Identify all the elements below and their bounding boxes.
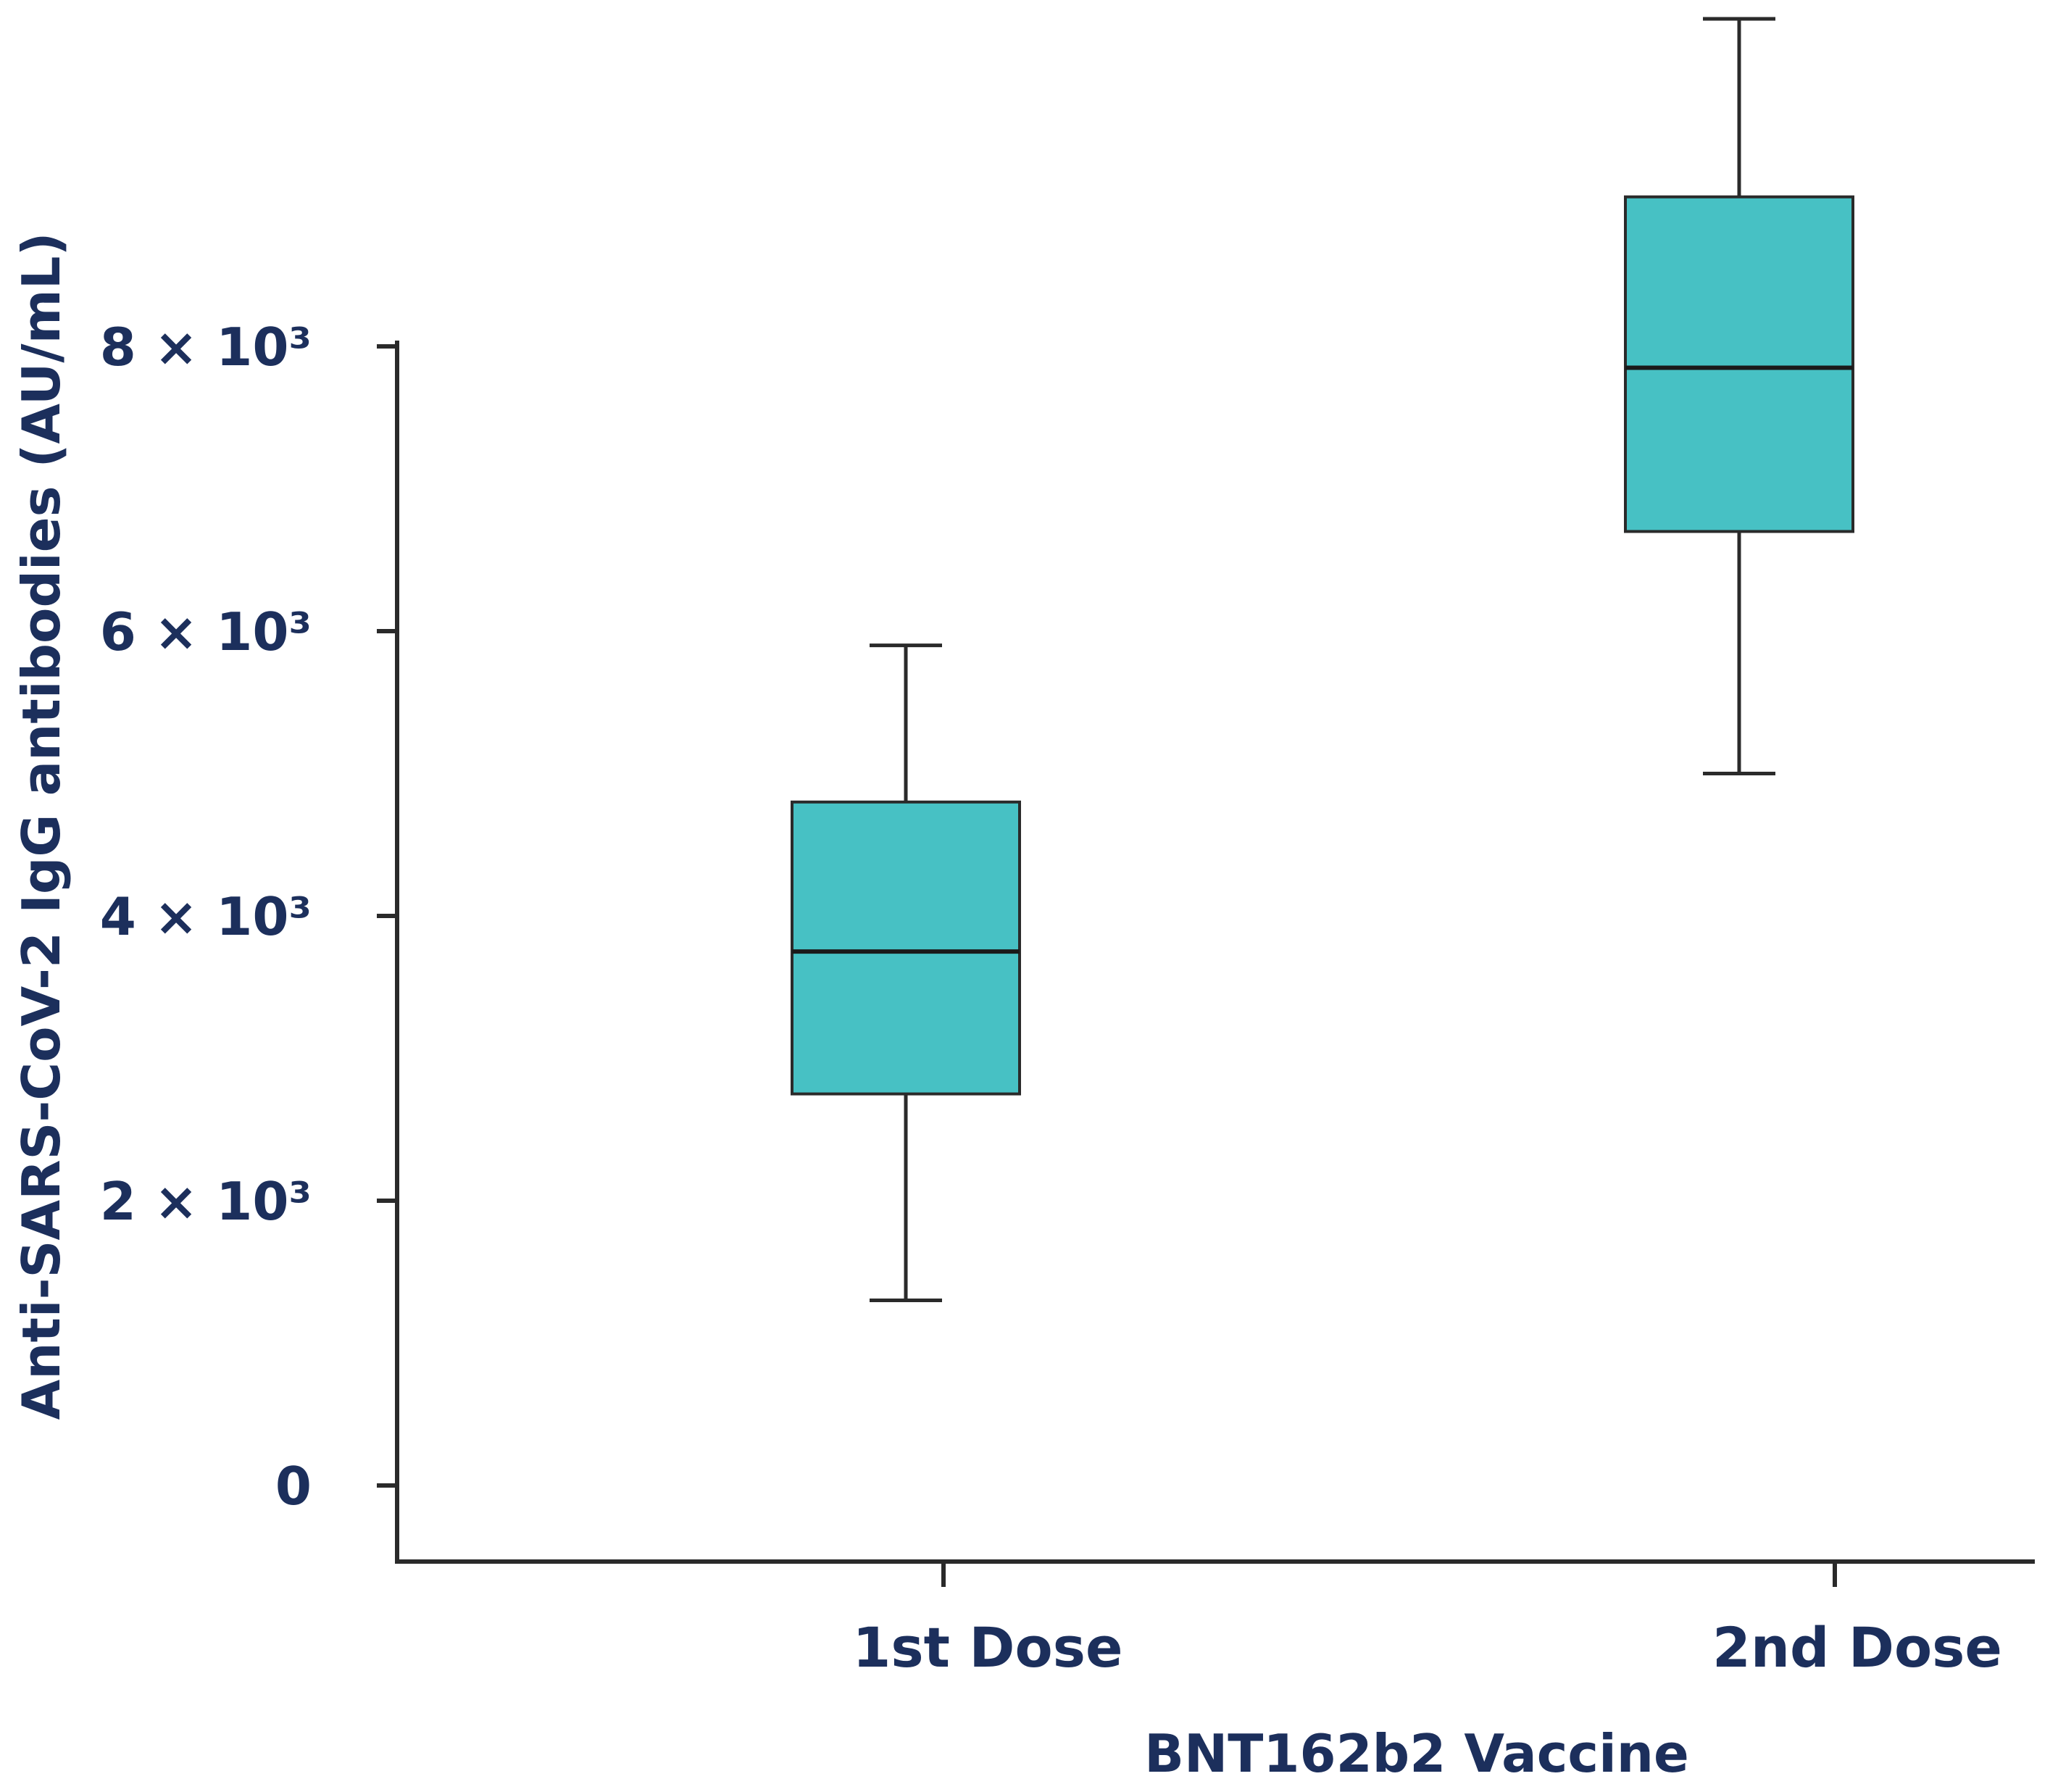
y-tick-label: 8 × 10³: [100, 317, 312, 378]
interquartile-box: [1624, 195, 1854, 533]
y-axis-ticks: 0 2 × 10³ 4 × 10³ 6 × 10³ 8 × 10³: [100, 317, 397, 1517]
x-axis-title: BNT162b2 Vaccine: [1144, 1723, 1689, 1784]
box-series: [791, 17, 1854, 1303]
interquartile-box: [791, 800, 1021, 1096]
x-axis-ticks: 1st Dose 2nd Dose: [853, 1562, 2002, 1680]
y-tick-label: 0: [275, 1456, 312, 1517]
y-tick-label: 4 × 10³: [100, 886, 312, 947]
x-tick-label: 1st Dose: [853, 1615, 1123, 1680]
y-tick-label: 2 × 10³: [100, 1171, 312, 1232]
y-tick-label: 6 × 10³: [100, 601, 312, 662]
box-1: [791, 643, 1021, 1303]
y-axis-title: Anti-SARS-CoV-2 IgG antibodies (AU/mL): [11, 233, 72, 1420]
box-2: [1624, 17, 1854, 775]
x-tick-label: 2nd Dose: [1712, 1615, 2002, 1680]
